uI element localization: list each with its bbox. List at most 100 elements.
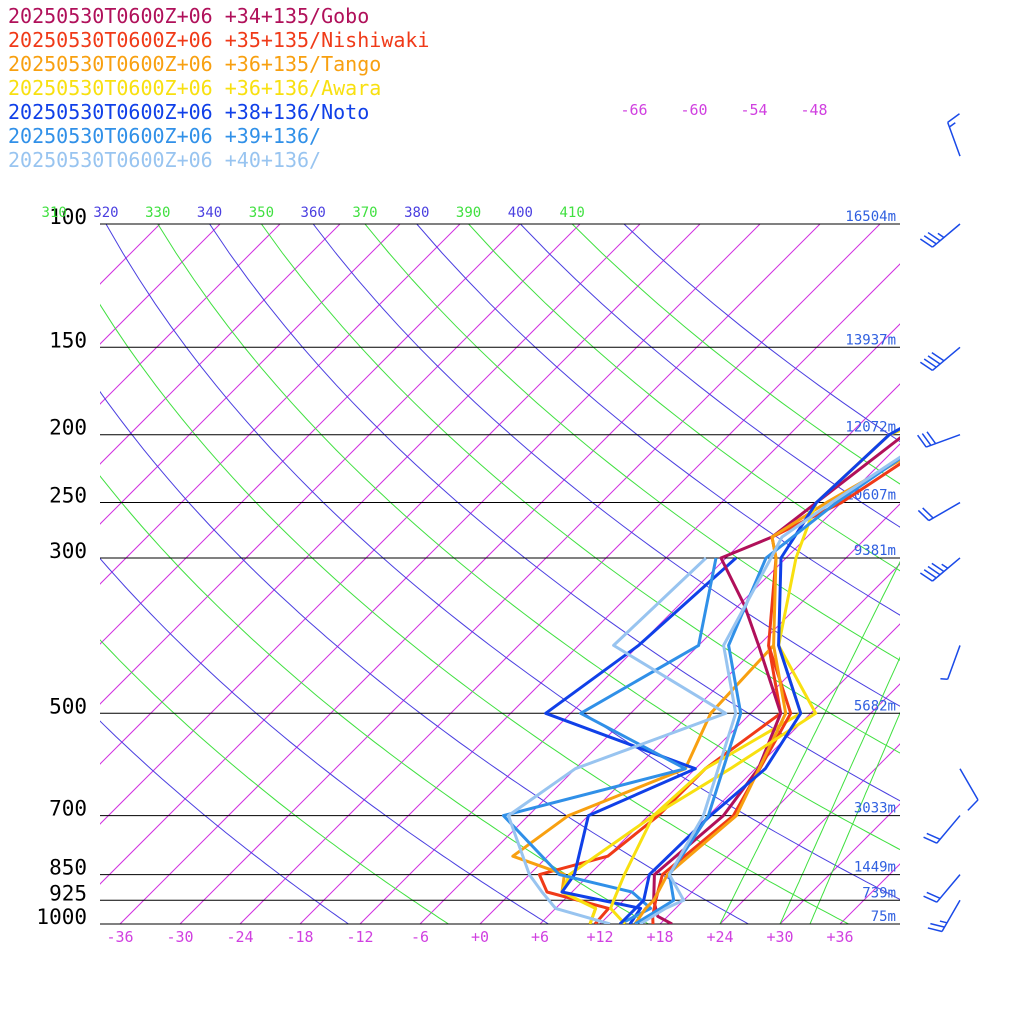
height-label: 9381m	[854, 543, 896, 559]
wind-barb	[925, 434, 961, 448]
dewpoint-line	[537, 645, 783, 924]
height-label: 75m	[871, 909, 896, 925]
wind-barbs	[917, 113, 979, 933]
moist-adiabat-line	[779, 656, 900, 924]
wind-barb	[931, 346, 961, 371]
wind-barb-flag	[917, 509, 930, 522]
pressure-label: 150	[49, 328, 87, 352]
height-label: 16504m	[845, 209, 896, 225]
wind-barb-flag	[923, 895, 938, 903]
isotherm-line	[539, 563, 900, 924]
wind-barb	[959, 768, 979, 801]
theta-label: 380	[404, 205, 429, 221]
legend-entry: 20250530T0600Z+06 +40+136/	[8, 148, 321, 172]
isotherm-line	[100, 224, 701, 825]
pressure-label: 500	[49, 694, 87, 718]
temperature-line	[639, 455, 900, 924]
isotherm-line	[100, 224, 401, 525]
isotherm-line	[719, 743, 900, 924]
x-tick-label: -12	[346, 928, 373, 946]
x-tick-label: +18	[646, 928, 673, 946]
dry-adiabat-line	[312, 224, 900, 707]
wind-barb-flag	[921, 433, 932, 446]
theta-label: 370	[352, 205, 377, 221]
wind-barb-flag	[967, 799, 979, 811]
wind-barb-flag	[947, 113, 960, 123]
wind-barb-flag	[926, 891, 941, 900]
isotherm-line	[100, 224, 461, 585]
isotherm-line	[1020, 224, 1024, 924]
legend-entry: 20250530T0600Z+06 +34+135/Gobo	[8, 4, 369, 28]
legend-entry: 20250530T0600Z+06 +36+136/Awara	[8, 76, 381, 100]
legend-entry: 20250530T0600Z+06 +39+136/	[8, 124, 321, 148]
wind-barb-flag	[941, 563, 949, 569]
wind-barb-flag	[939, 920, 948, 924]
theta-label: 390	[456, 205, 481, 221]
wind-barb-flag	[922, 507, 934, 519]
moist-adiabat-line	[809, 711, 900, 924]
x-tick-label: -18	[286, 928, 313, 946]
x-axis-ticks: -36 -30 -24 -18 -12 -6 +0 +6 +12 +18 +24 +30 +36 -66 -…	[42, 101, 854, 946]
wind-barb-flag	[926, 431, 937, 445]
temperature-line	[652, 436, 900, 924]
dewpoint-line	[506, 556, 728, 924]
isotherm-line	[599, 623, 900, 924]
wind-barb	[941, 899, 961, 932]
isotherm-line	[100, 224, 221, 345]
x-tick-label: -36	[106, 928, 133, 946]
x-tick-label: -6	[411, 928, 429, 946]
pressure-label: 200	[49, 416, 87, 440]
isotherm-label: -66	[620, 101, 647, 119]
dewpoint-line	[544, 556, 738, 924]
dry-adiabat-line	[260, 224, 900, 754]
legend-entry: 20250530T0600Z+06 +36+135/Tango	[8, 52, 381, 76]
wind-barb-flag	[917, 434, 927, 448]
x-tick-label: +36	[826, 928, 853, 946]
isotherm-line	[960, 224, 1024, 924]
wind-barb-flag	[930, 922, 945, 928]
x-tick-label: +0	[471, 928, 489, 946]
temperature-line	[618, 427, 900, 924]
legend-entry: 20250530T0600Z+06 +38+136/Noto	[8, 100, 369, 124]
isotherm-line	[100, 224, 581, 705]
isotherm-label: -54	[740, 101, 767, 119]
x-tick-label: +6	[531, 928, 549, 946]
wind-barb	[946, 122, 961, 157]
height-label: 5682m	[854, 698, 896, 714]
theta-label: 330	[145, 205, 170, 221]
isotherm-line	[179, 224, 881, 924]
wind-barb	[928, 501, 961, 522]
wind-barb-flag	[923, 235, 937, 245]
pressure-label: 1000	[36, 905, 87, 929]
x-tick-label: -24	[226, 928, 253, 946]
dry-adiabat-line	[100, 475, 649, 924]
legend: 20250530T0600Z+06 +34+135/Gobo20250530T0…	[8, 4, 429, 172]
isotherm-line	[100, 224, 341, 465]
isotherm-line	[839, 863, 900, 924]
wind-barb	[936, 874, 961, 903]
theta-label: 350	[249, 205, 274, 221]
isotherm-line	[100, 224, 281, 405]
theta-label: 320	[93, 205, 118, 221]
wind-barb-flag	[931, 562, 945, 573]
theta-label: 310	[42, 205, 67, 221]
height-label: 13937m	[845, 332, 896, 348]
wind-barb-flag	[926, 832, 941, 841]
wind-barb-flag	[931, 351, 945, 362]
wind-barb-flag	[919, 238, 933, 248]
wind-barb-flag	[919, 361, 933, 372]
isotherm-line	[359, 383, 900, 924]
wind-barb-flag	[923, 358, 937, 368]
wind-barb-flag	[927, 231, 941, 242]
theta-label: 360	[301, 205, 326, 221]
legend-entry: 20250530T0600Z+06 +35+135/Nishiwaki	[8, 28, 429, 52]
wind-barb	[946, 645, 961, 680]
isotherm-line	[119, 224, 821, 924]
height-label: 1449m	[854, 860, 896, 876]
height-label: 12072m	[845, 420, 896, 436]
isotherm-line	[899, 923, 900, 924]
isotherm-line	[779, 803, 900, 924]
dry-adiabat-line	[364, 224, 900, 661]
wind-barb-flag	[927, 355, 941, 365]
theta-label: 400	[508, 205, 533, 221]
